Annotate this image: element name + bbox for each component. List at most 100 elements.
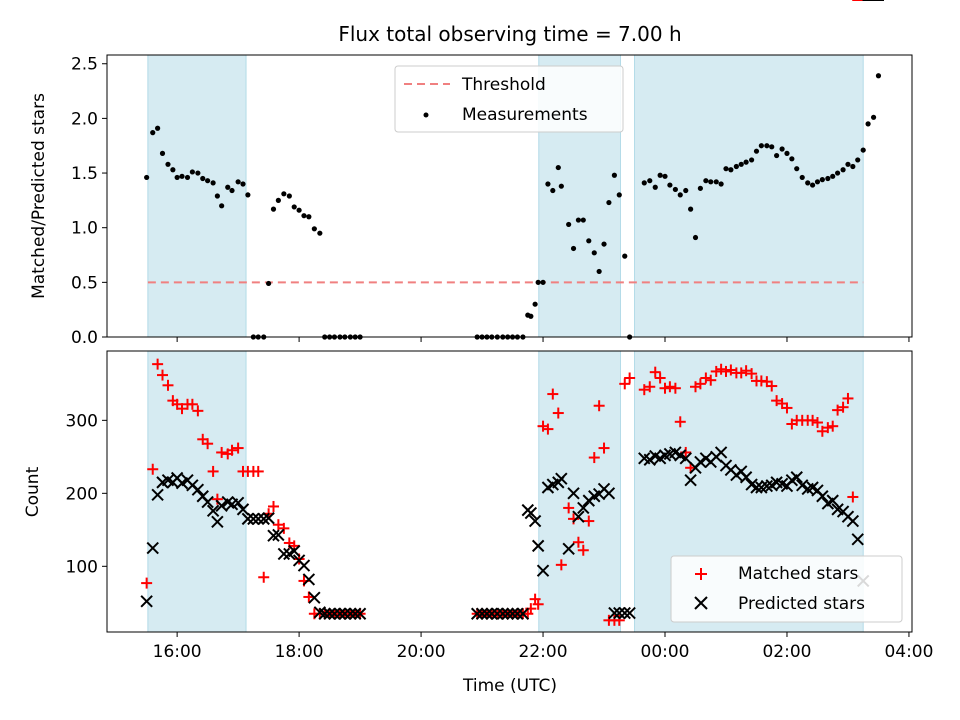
predicted-star-mark <box>826 494 839 507</box>
measurement-point <box>875 73 882 79</box>
predicted-star-point <box>252 512 265 526</box>
predicted-star-mark <box>524 506 538 520</box>
predicted-star-point <box>201 495 214 509</box>
predicted-star-point <box>750 481 763 494</box>
predicted-star-point <box>349 607 362 620</box>
measurement-point <box>205 178 211 184</box>
predicted-star-mark <box>506 607 519 620</box>
matched-star-point <box>705 374 717 386</box>
measurement-point <box>235 179 241 185</box>
measurement-point <box>703 178 709 184</box>
measurement-point <box>601 241 607 247</box>
measurement-point <box>611 172 617 178</box>
matched-star-point <box>842 392 854 404</box>
predicted-star-point <box>475 607 489 620</box>
measurement-point <box>865 121 871 127</box>
measurement-point <box>306 214 312 220</box>
measurement-point <box>784 150 790 156</box>
predicted-star-point <box>714 446 728 459</box>
predicted-star-mark <box>602 487 616 500</box>
predicted-star-mark <box>674 449 687 462</box>
measurement-point <box>229 187 235 194</box>
predicted-star-point <box>318 607 331 620</box>
predicted-star-mark <box>531 539 545 553</box>
predicted-star-mark <box>684 473 697 487</box>
predicted-star-mark <box>206 504 220 518</box>
predicted-star-point <box>846 514 860 528</box>
matched-star-point <box>152 358 164 370</box>
matched-star-point <box>588 452 600 464</box>
measurement-point <box>683 187 689 194</box>
measurement-point <box>528 313 534 319</box>
matched-star-point <box>827 420 839 432</box>
x-axis-label: Time (UTC) <box>462 676 557 696</box>
predicted-star-mark <box>201 495 214 509</box>
measurement-point <box>555 164 561 171</box>
matched-star-point <box>598 442 610 454</box>
measurement-point <box>155 125 161 131</box>
predicted-star-mark <box>536 564 550 577</box>
matched-star-point <box>192 405 204 417</box>
bottom-axes-frame <box>106 350 913 633</box>
predicted-star-point <box>333 607 347 620</box>
predicted-star-mark <box>623 606 636 620</box>
measurement-point <box>814 179 821 185</box>
matched-star-point <box>532 598 544 610</box>
measurement-point <box>805 180 811 186</box>
measurement-point <box>809 182 816 188</box>
measurement-point <box>753 148 760 154</box>
predicted-star-point <box>618 606 631 620</box>
measurement-point <box>150 130 156 136</box>
predicted-star-mark <box>528 514 542 528</box>
matched-star-point <box>664 381 676 393</box>
observing-window-2 <box>634 54 864 338</box>
predicted-star-mark <box>806 481 819 494</box>
measurement-point <box>281 191 287 197</box>
predicted-star-point <box>826 494 839 507</box>
measurement-point <box>708 179 714 185</box>
measurement-point <box>728 167 734 173</box>
matched-star-point <box>202 438 214 450</box>
legend-predicted-swatch <box>694 596 708 610</box>
measurement-point <box>723 166 729 172</box>
legend-measurements-label: Measurements <box>462 105 588 125</box>
matched-star-point <box>781 402 793 414</box>
predicted-star-point <box>608 606 621 620</box>
matched-star-point <box>720 365 732 377</box>
measurement-point <box>586 238 592 244</box>
y-tick-label: 200 <box>66 484 98 504</box>
matched-star-point <box>746 368 758 380</box>
predicted-star-mark <box>501 607 514 620</box>
predicted-star-point <box>562 542 575 556</box>
predicted-star-mark <box>577 501 590 515</box>
measurement-point <box>591 250 597 256</box>
measurement-point <box>596 268 602 275</box>
top-x-ticks <box>176 337 910 342</box>
predicted-star-mark <box>308 591 321 604</box>
matched-star-point <box>837 401 849 413</box>
predicted-star-point <box>344 607 357 620</box>
matched-star-point <box>735 367 747 379</box>
predicted-star-point <box>272 528 285 542</box>
predicted-star-mark <box>679 452 692 465</box>
predicted-star-mark <box>831 503 844 516</box>
measurement-point <box>834 170 841 176</box>
predicted-star-point <box>613 606 626 620</box>
measurement-point <box>535 279 541 285</box>
predicted-star-point <box>816 490 829 503</box>
measurement-point <box>275 197 281 203</box>
x-tick-label: 00:00 <box>641 642 690 662</box>
predicted-stars-series <box>140 0 884 620</box>
predicted-star-mark <box>480 607 494 620</box>
measurement-point <box>692 234 699 241</box>
predicted-star-point <box>353 607 367 620</box>
matched-star-point <box>659 382 671 394</box>
predicted-star-point <box>485 607 499 620</box>
matched-star-point <box>267 500 279 512</box>
predicted-star-point <box>528 514 542 528</box>
measurement-point <box>558 183 564 189</box>
matched-star-point <box>593 400 605 412</box>
predicted-star-mark <box>215 499 228 512</box>
measurement-point <box>667 182 673 188</box>
predicted-star-mark <box>790 471 803 484</box>
